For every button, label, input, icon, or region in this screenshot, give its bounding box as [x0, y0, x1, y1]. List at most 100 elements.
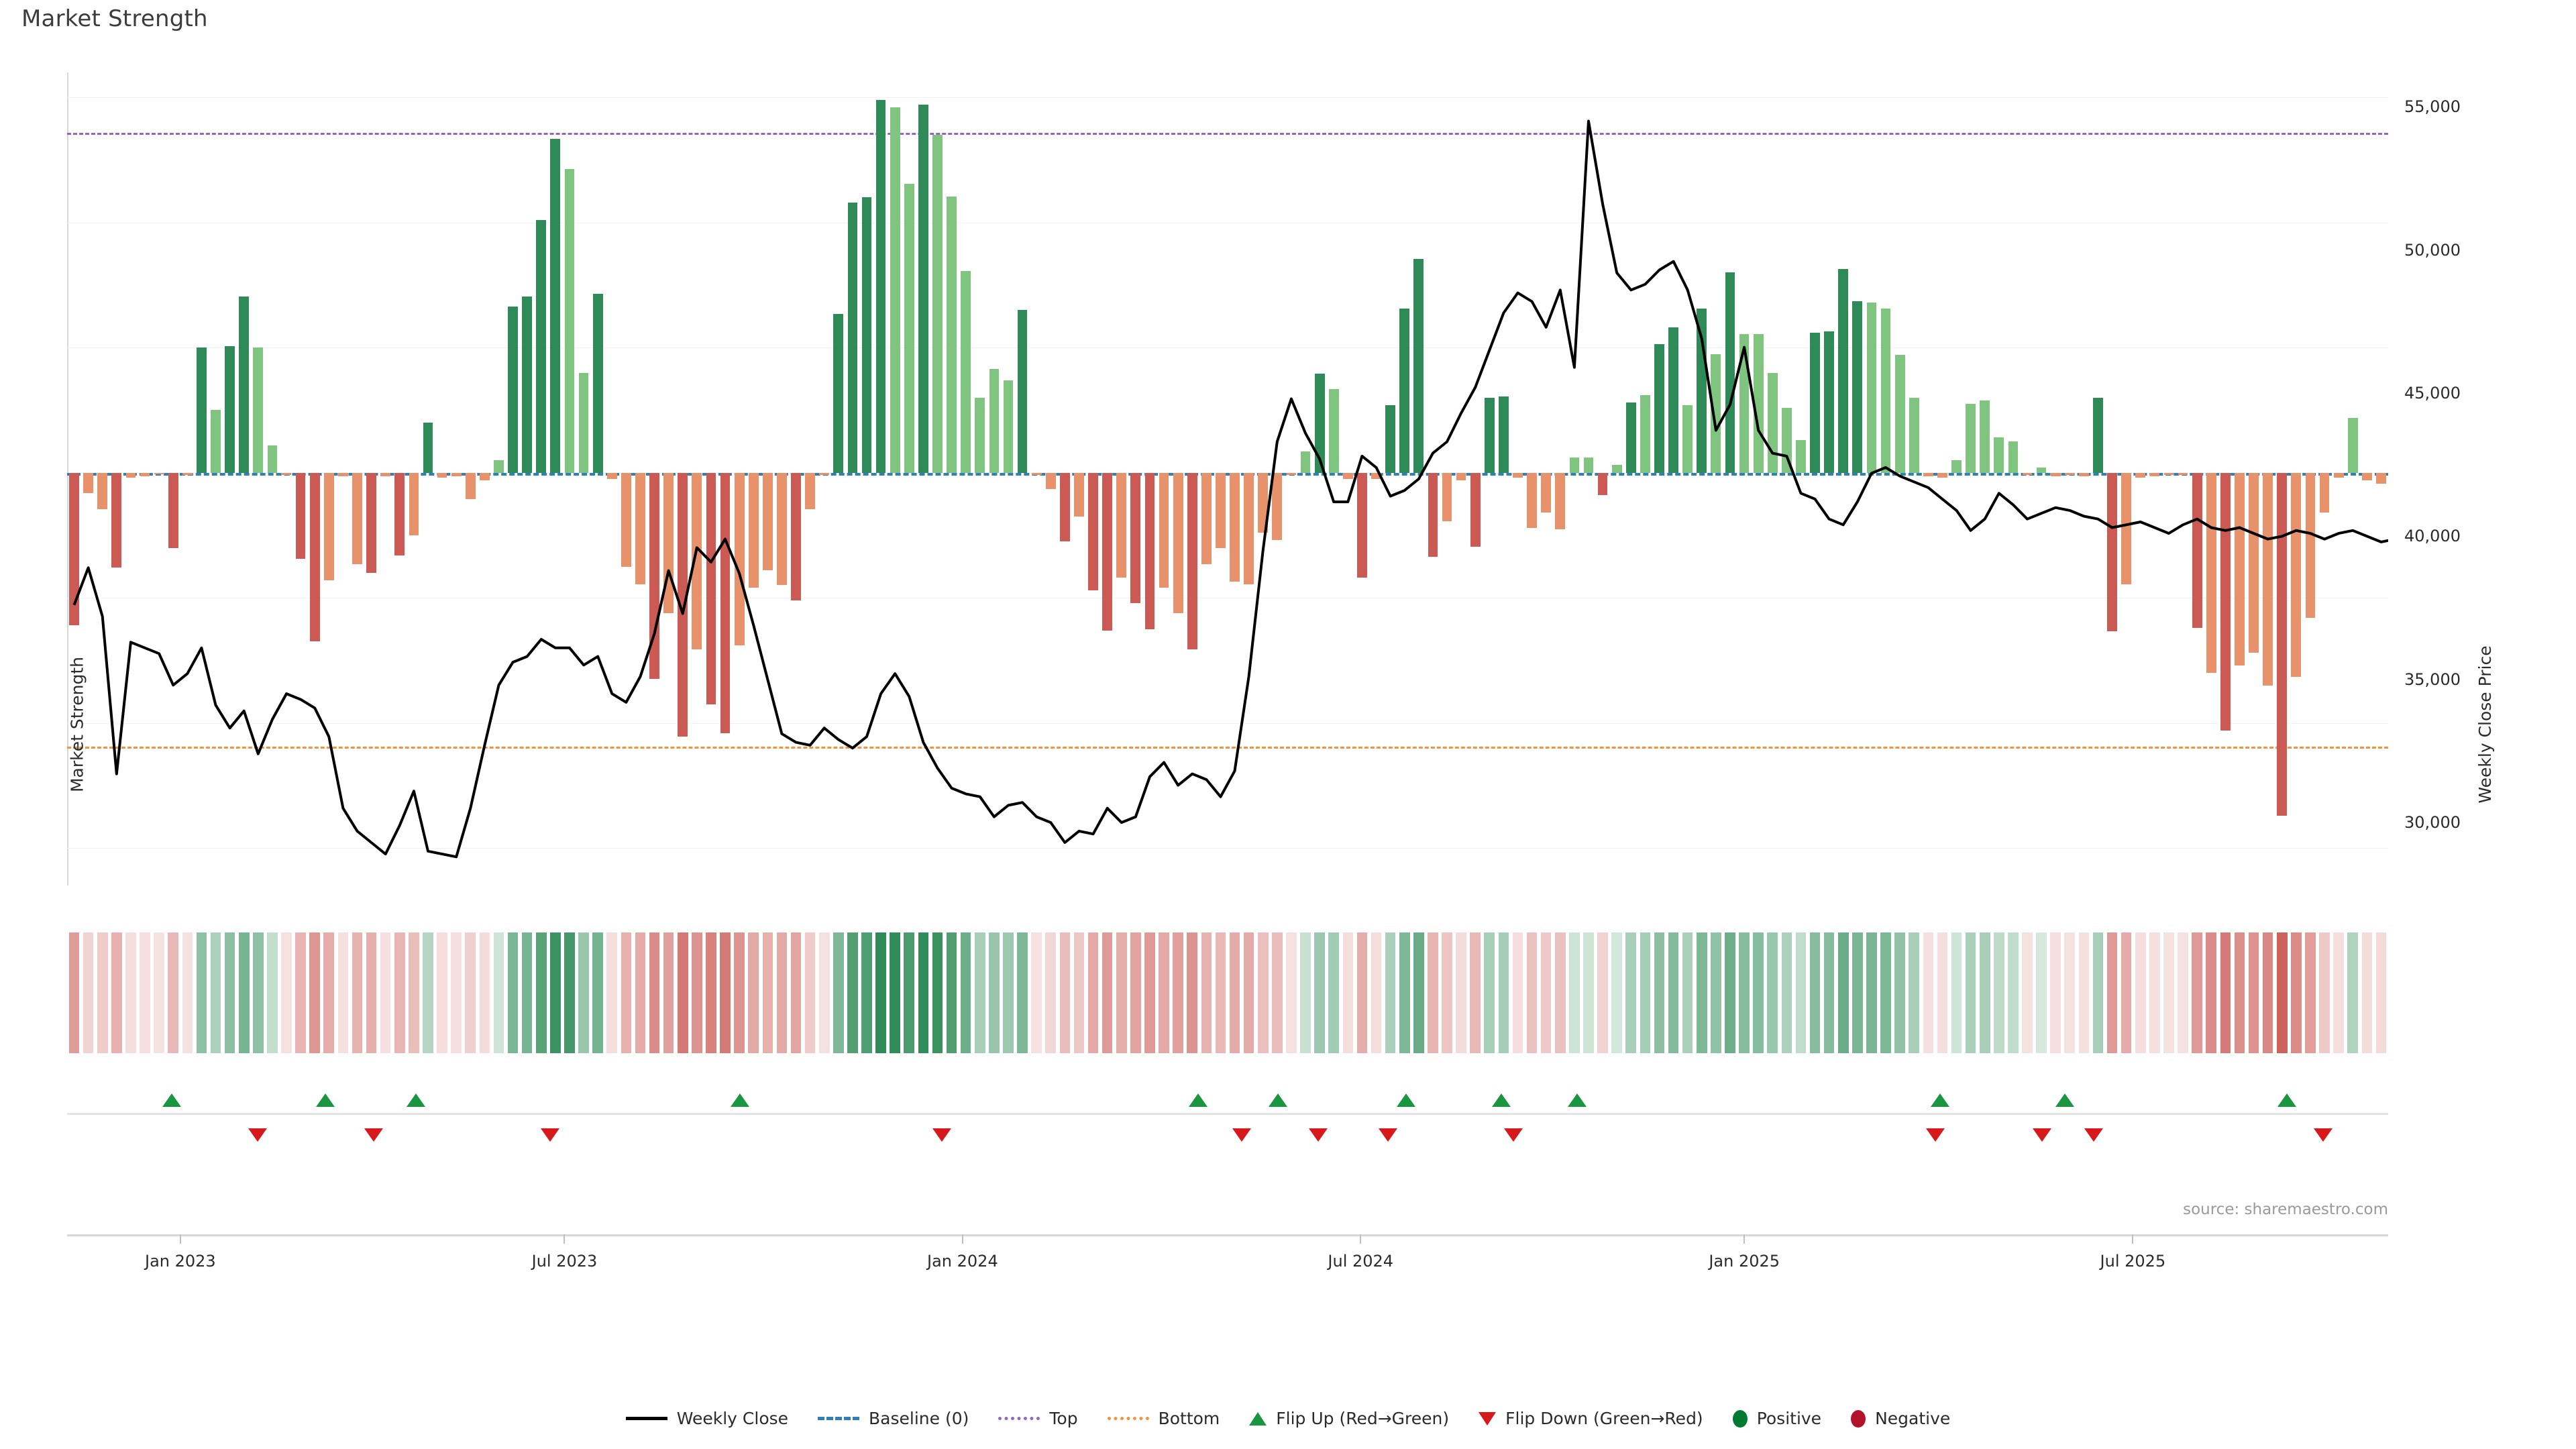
strength-bar	[1413, 258, 1424, 473]
heat-strip-cell	[1739, 932, 1750, 1053]
heat-strip-cell	[1428, 932, 1438, 1053]
heat-strip-cell	[224, 932, 235, 1053]
strength-bar	[253, 347, 264, 473]
heat-strip-cell	[1540, 932, 1552, 1053]
heat-strip-cell	[918, 932, 929, 1053]
heat-strip-cell	[1512, 932, 1523, 1053]
strength-bar	[1583, 458, 1594, 473]
legend-item[interactable]: Weekly Close	[625, 1409, 788, 1428]
x-axis-tick-mark	[1743, 1234, 1746, 1244]
heat-strip-cell	[1102, 932, 1113, 1053]
heat-strip-cell	[592, 932, 603, 1053]
heat-strip-cell	[2106, 932, 2118, 1053]
heat-strip-cell	[1399, 932, 1410, 1053]
heat-strip-cell	[606, 932, 618, 1053]
x-axis-tick-label: Jan 2024	[927, 1252, 998, 1271]
strength-bar	[1017, 310, 1028, 473]
strength-bar	[1541, 472, 1552, 513]
flip-up-marker	[731, 1093, 750, 1107]
flip-markers-row	[67, 1067, 2388, 1161]
strength-bar	[1951, 460, 1962, 473]
legend-item[interactable]: Baseline (0)	[818, 1409, 969, 1428]
x-axis: source: sharemaestro.com Jan 2023 Jul 202…	[67, 1201, 2388, 1288]
heat-strip-cell	[2319, 932, 2330, 1053]
strength-bar	[1625, 402, 1636, 473]
heat-strip-cell	[550, 932, 561, 1053]
strength-bar	[2361, 472, 2372, 480]
heat-strip-cell	[946, 932, 957, 1053]
heat-strip-cell	[210, 932, 221, 1053]
strength-bar	[791, 472, 801, 600]
strength-bar	[1102, 472, 1113, 631]
strength-bar	[1470, 472, 1481, 547]
strength-bar	[1144, 472, 1155, 629]
strength-bar	[1428, 472, 1438, 557]
strength-bar	[564, 168, 575, 473]
flip-up-marker	[1397, 1093, 1416, 1107]
heat-strip-cell	[1017, 932, 1028, 1053]
heat-strip-cell	[692, 932, 702, 1053]
heat-strip-cell	[989, 932, 1000, 1053]
right-axis-tick-label: 55,000	[2404, 97, 2461, 117]
heat-strip-cell	[1597, 932, 1608, 1053]
strength-bar	[182, 472, 193, 476]
legend-item[interactable]: Top	[998, 1409, 1078, 1428]
heat-strip-cell	[309, 932, 320, 1053]
flip-up-swatch-icon	[1249, 1411, 1267, 1426]
strength-bar	[2008, 441, 2019, 473]
flip-up-marker	[316, 1093, 335, 1107]
legend-item-label: Flip Up (Red→Green)	[1276, 1409, 1450, 1428]
strength-bar	[777, 472, 787, 586]
strength-bar	[2093, 397, 2103, 473]
heat-strip-cell	[465, 932, 476, 1053]
heat-strip-cell	[621, 932, 632, 1053]
gridline	[67, 97, 2388, 99]
legend-item[interactable]: Flip Down (Green→Red)	[1479, 1409, 1703, 1428]
strength-bar	[394, 472, 405, 555]
heat-strip-cell	[1837, 932, 1849, 1053]
heat-strip-cell	[1201, 932, 1212, 1053]
strength-bar	[578, 372, 589, 473]
legend-item-label: Negative	[1875, 1409, 1951, 1428]
legend-item[interactable]: Bottom	[1107, 1409, 1220, 1428]
strength-bar	[1513, 472, 1523, 478]
heat-strip-cell	[2149, 932, 2160, 1053]
strength-bar	[1230, 472, 1240, 582]
heat-strip-cell	[2008, 932, 2019, 1053]
flip-down-swatch-icon	[1479, 1411, 1497, 1426]
strength-bar	[1894, 355, 1905, 473]
heat-strip-cell	[706, 932, 716, 1053]
strength-bar	[1781, 407, 1792, 473]
heat-strip-cell	[1159, 932, 1169, 1053]
flip-down-marker	[1378, 1128, 1397, 1142]
heat-strip-cell	[97, 932, 108, 1053]
x-axis-tick-label: Jan 2025	[1709, 1252, 1780, 1271]
heat-strip-cell	[904, 932, 915, 1053]
flip-down-marker	[1232, 1128, 1251, 1142]
legend-item[interactable]: Negative	[1851, 1409, 1950, 1428]
heat-strip-cell	[2022, 932, 2033, 1053]
strength-bar	[2376, 472, 2386, 484]
strength-bar	[1216, 472, 1226, 548]
heat-strip-cell	[734, 932, 745, 1053]
heat-strip-cell	[649, 932, 660, 1053]
bottom-swatch-icon	[1107, 1417, 1149, 1420]
heat-strip-cell	[1965, 932, 1976, 1053]
x-axis-tick-mark	[961, 1234, 963, 1244]
heat-strip-cell	[1470, 932, 1481, 1053]
heat-strip-cell	[1413, 932, 1424, 1053]
heat-strip-cell	[2234, 932, 2245, 1053]
strength-bar	[352, 472, 362, 564]
heat-strip-cell	[663, 932, 674, 1053]
heat-strip-cell	[861, 932, 872, 1053]
legend-item[interactable]: Positive	[1732, 1409, 1821, 1428]
heat-strip-cell	[1795, 932, 1807, 1053]
flip-down-marker	[1503, 1128, 1523, 1142]
strength-bar	[1003, 380, 1014, 473]
flip-down-marker	[2314, 1128, 2333, 1142]
strength-bar	[1569, 458, 1580, 473]
strength-bar	[1611, 465, 1622, 473]
legend-item[interactable]: Flip Up (Red→Green)	[1249, 1409, 1449, 1428]
flip-down-marker	[1926, 1128, 1945, 1142]
heat-strip-cell	[833, 932, 844, 1053]
